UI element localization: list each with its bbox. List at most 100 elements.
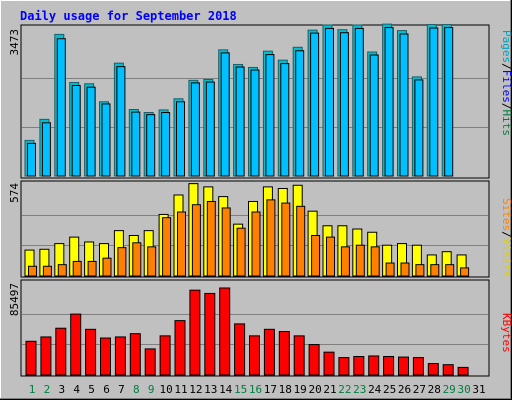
bar-pages-day-10 (161, 112, 171, 177)
bar-pages-day-22 (339, 32, 349, 177)
bar-kbytes-day-24 (368, 355, 380, 376)
bar-kbytes-day-9 (144, 348, 156, 376)
x-label-day-16: 16 (249, 383, 262, 396)
bar-sites-day-25 (385, 262, 395, 277)
bar-sites-day-20 (311, 234, 321, 277)
bar-kbytes-day-14 (219, 287, 231, 376)
bar-pages-day-26 (399, 33, 409, 177)
x-label-day-2: 2 (44, 383, 51, 396)
bar-sites-day-15 (236, 227, 246, 277)
legend-part-1-0: Sites (500, 198, 512, 231)
bar-sites-day-18 (281, 202, 291, 277)
bar-sites-day-22 (340, 246, 350, 277)
bar-sites-day-7 (117, 247, 127, 277)
bar-pages-day-5 (86, 86, 96, 177)
bar-pages-day-12 (190, 82, 200, 177)
bar-sites-day-29 (445, 264, 455, 277)
bar-sites-day-11 (177, 211, 186, 277)
bar-sites-day-14 (221, 207, 231, 277)
bar-pages-day-4 (71, 84, 81, 177)
bar-pages-day-13 (205, 81, 215, 177)
x-label-day-1: 1 (29, 383, 36, 396)
x-label-day-11: 11 (174, 383, 187, 396)
bar-kbytes-day-17 (263, 328, 275, 376)
bar-kbytes-day-6 (100, 337, 111, 376)
bar-pages-day-29 (444, 27, 454, 177)
x-label-day-22: 22 (338, 383, 351, 396)
bar-kbytes-day-4 (70, 313, 82, 376)
bar-kbytes-day-13 (204, 292, 216, 376)
bar-kbytes-day-29 (442, 364, 454, 376)
bar-sites-day-28 (430, 264, 440, 277)
bar-pages-day-8 (131, 111, 141, 177)
y-max-label-visits: 574 (8, 183, 21, 203)
bar-sites-day-23 (355, 244, 365, 277)
bar-kbytes-day-26 (398, 356, 409, 376)
legend-part-0-2: Files (500, 70, 512, 103)
x-label-day-13: 13 (204, 383, 217, 396)
bar-pages-day-9 (146, 114, 156, 177)
bar-kbytes-day-1 (25, 340, 37, 376)
bar-sites-day-9 (147, 246, 157, 277)
bar-sites-day-6 (102, 257, 112, 277)
x-label-day-4: 4 (73, 383, 80, 396)
bar-kbytes-day-22 (338, 357, 350, 376)
x-label-day-23: 23 (353, 383, 366, 396)
legend-sites-visits: Sites/Visits (500, 198, 512, 278)
x-label-day-20: 20 (308, 383, 321, 396)
x-label-day-31: 31 (472, 383, 485, 396)
bar-pages-day-1 (27, 142, 36, 177)
bar-kbytes-day-19 (293, 335, 305, 376)
x-label-day-25: 25 (383, 383, 396, 396)
chart-title: Daily usage for September 2018 (20, 9, 237, 23)
bar-kbytes-day-12 (189, 289, 201, 376)
bar-pages-day-27 (414, 79, 424, 177)
bar-sites-day-3 (57, 264, 67, 277)
bar-kbytes-day-5 (85, 328, 97, 376)
x-label-day-29: 29 (443, 383, 456, 396)
bar-pages-day-20 (310, 32, 320, 177)
bar-pages-day-21 (325, 27, 334, 177)
bar-kbytes-day-8 (129, 333, 141, 376)
bar-sites-day-1 (28, 265, 37, 277)
bar-kbytes-day-25 (383, 356, 395, 376)
bar-kbytes-day-10 (159, 335, 171, 376)
x-label-day-28: 28 (428, 383, 441, 396)
x-label-day-14: 14 (219, 383, 233, 396)
y-max-label-kbytes: 85497 (8, 283, 21, 316)
bar-sites-day-5 (87, 260, 97, 277)
legend-part-0-1: / (500, 63, 512, 70)
x-label-day-10: 10 (159, 383, 172, 396)
x-label-day-5: 5 (88, 383, 95, 396)
x-label-day-19: 19 (294, 383, 307, 396)
bar-kbytes-day-23 (353, 356, 365, 376)
bar-kbytes-day-28 (427, 363, 439, 376)
bar-pages-day-7 (116, 66, 126, 177)
y-max-label-hits: 3473 (8, 29, 21, 56)
bars-layer (24, 23, 470, 376)
x-label-day-26: 26 (398, 383, 411, 396)
bar-pages-day-2 (41, 122, 51, 177)
x-label-day-3: 3 (58, 383, 65, 396)
bar-kbytes-day-27 (412, 357, 424, 376)
bar-pages-day-15 (235, 66, 245, 177)
bar-kbytes-day-20 (308, 344, 320, 376)
bar-kbytes-day-18 (278, 330, 290, 376)
bar-pages-day-3 (56, 38, 66, 177)
x-label-day-9: 9 (148, 383, 155, 396)
bar-kbytes-day-3 (55, 327, 67, 376)
bar-sites-day-8 (132, 242, 142, 277)
bar-pages-day-19 (295, 50, 305, 177)
bar-pages-day-16 (250, 69, 260, 177)
x-axis-day-labels: 1 2 3 4 5 6 7 8 9 10 11 12 13 14 15 16 17 18 19 20 21 22 23 24 2… (29, 383, 486, 396)
bar-sites-day-17 (266, 199, 276, 277)
x-label-day-8: 8 (133, 383, 140, 396)
bar-pages-day-11 (176, 101, 185, 177)
x-label-day-24: 24 (368, 383, 382, 396)
x-label-day-17: 17 (264, 383, 277, 396)
x-label-day-27: 27 (413, 383, 426, 396)
bar-sites-day-12 (191, 204, 201, 277)
x-label-day-6: 6 (103, 383, 110, 396)
bar-kbytes-day-2 (40, 336, 52, 376)
